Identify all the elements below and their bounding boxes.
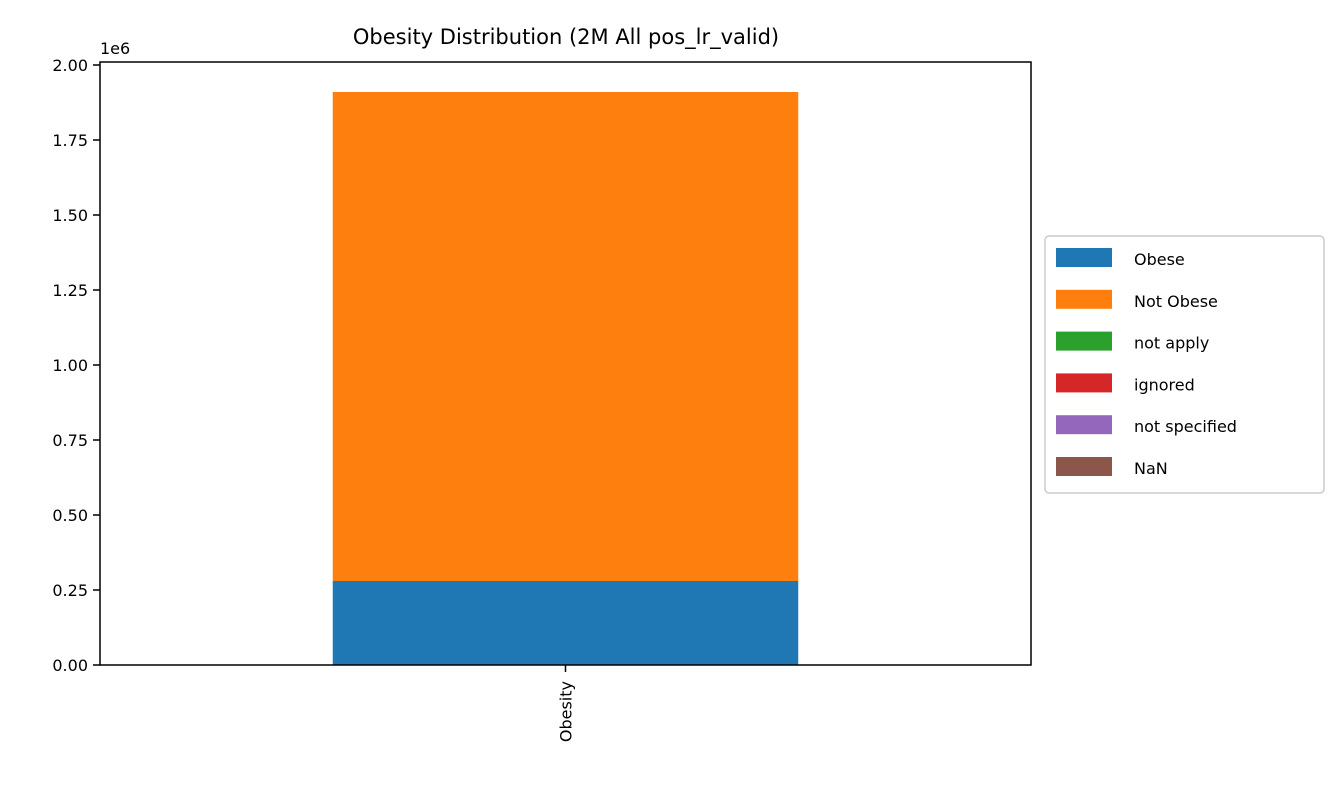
y-tick-label: 1.00 bbox=[52, 356, 88, 375]
legend-swatch bbox=[1056, 289, 1112, 309]
legend-label: not specified bbox=[1134, 417, 1237, 436]
x-tick-label: Obesity bbox=[557, 681, 576, 742]
y-tick-label: 0.75 bbox=[52, 431, 88, 450]
bar-segment-not-obese bbox=[332, 92, 799, 581]
legend-swatch bbox=[1056, 248, 1112, 267]
legend-label: Not Obese bbox=[1134, 292, 1218, 311]
y-tick-label: 1.50 bbox=[52, 206, 88, 225]
legend-label: Obese bbox=[1134, 250, 1185, 269]
legend: Obese Not Obese not apply ignored not specif… bbox=[1044, 235, 1325, 494]
legend-swatch bbox=[1056, 457, 1112, 476]
legend-items: Obese Not Obese not apply ignored not specif… bbox=[1056, 248, 1237, 478]
y-axis: 0.00 0.25 0.50 0.75 1.00 1.25 1.50 1.75 2.00 bbox=[52, 56, 100, 675]
x-axis: Obesity bbox=[557, 665, 576, 742]
y-tick-label: 1.75 bbox=[52, 131, 88, 150]
legend-swatch bbox=[1056, 415, 1112, 435]
bar-group bbox=[332, 92, 799, 665]
y-axis-offset-label: 1e6 bbox=[100, 39, 130, 58]
legend-swatch bbox=[1056, 331, 1112, 351]
bar-segment-obese bbox=[332, 581, 799, 665]
legend-label: ignored bbox=[1134, 375, 1195, 394]
legend-label: not apply bbox=[1134, 334, 1209, 353]
chart-title: Obesity Distribution (2M All pos_lr_vali… bbox=[353, 25, 779, 50]
y-tick-label: 0.00 bbox=[52, 656, 88, 675]
y-tick-label: 0.50 bbox=[52, 506, 88, 525]
legend-swatch bbox=[1056, 373, 1112, 393]
y-tick-label: 1.25 bbox=[52, 281, 88, 300]
legend-label: NaN bbox=[1134, 459, 1168, 478]
y-tick-label: 0.25 bbox=[52, 581, 88, 600]
legend-frame bbox=[1044, 235, 1325, 494]
y-tick-label: 2.00 bbox=[52, 56, 88, 75]
